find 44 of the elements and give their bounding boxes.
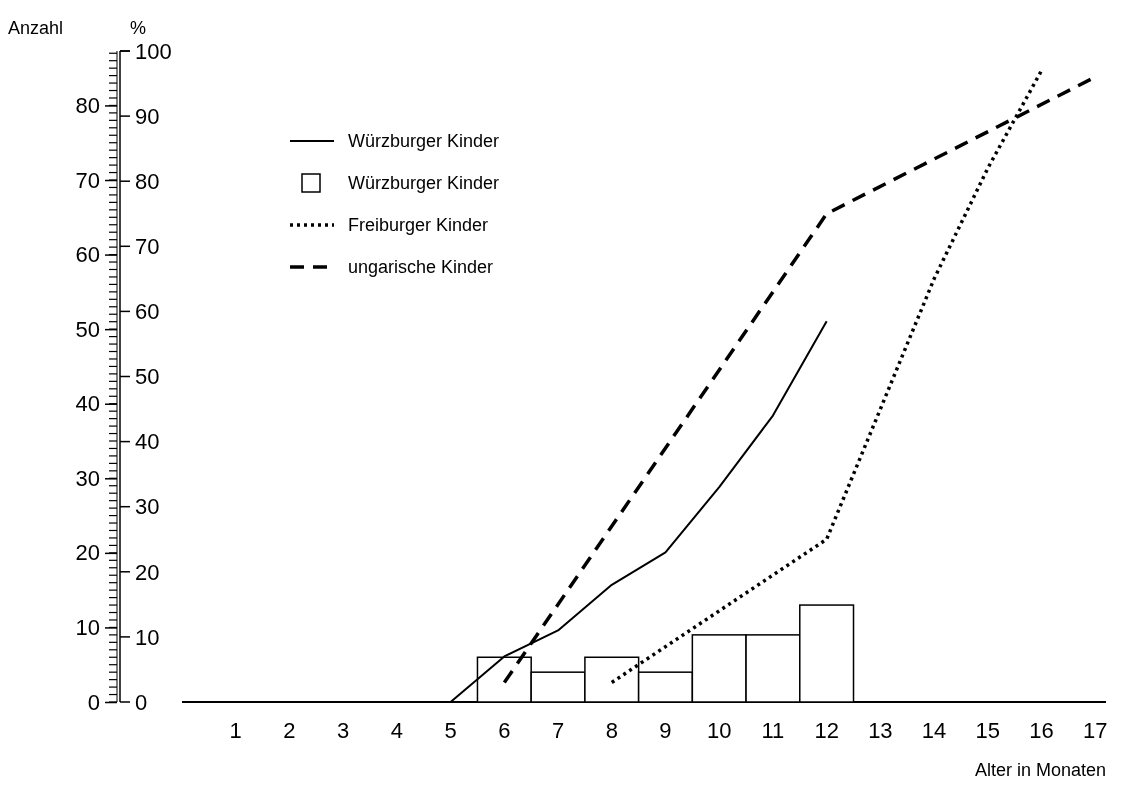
x-tick-label: 12 [814, 718, 839, 743]
y-tick-label: 100 [135, 38, 172, 64]
x-tick-label: 13 [868, 718, 893, 743]
legend-label: Würzburger Kinder [348, 131, 500, 152]
legend-label: Würzburger Kinder [348, 173, 500, 194]
x-tick-label: 15 [975, 718, 1001, 743]
y2-tick-label: 40 [75, 391, 100, 417]
y-tick-label: 40 [135, 429, 160, 455]
x-tick-label: 4 [390, 718, 404, 743]
y-tick-label: 50 [135, 364, 160, 390]
x-tick-label: 5 [444, 718, 457, 743]
x-tick-label: 1 [229, 718, 242, 743]
x-tick-label: 10 [706, 718, 732, 743]
legend-label: ungarische Kinder [348, 257, 494, 278]
y-tick-label: 20 [135, 559, 160, 585]
y2-tick-label: 10 [75, 614, 100, 640]
y2-tick-label: 50 [75, 316, 100, 342]
x-tick-label: 8 [605, 718, 618, 743]
y-tick-label: 90 [135, 103, 160, 129]
x-tick-label: 6 [498, 718, 511, 743]
x-tick-label: 14 [921, 718, 947, 743]
y2-tick-label: 20 [75, 540, 100, 566]
x-tick-label: 11 [761, 718, 785, 743]
y-tick-label: 70 [135, 234, 160, 259]
legend-label: Freiburger Kinder [348, 215, 489, 236]
y2-tick-label: 0 [87, 689, 100, 715]
x-tick-label: 16 [1029, 718, 1054, 743]
y-tick-label: 0 [135, 689, 148, 715]
y-tick-label: 80 [135, 168, 160, 194]
y2-tick-label: 60 [75, 242, 100, 268]
y-tick-label: 60 [135, 299, 160, 325]
y-tick-label: 10 [135, 624, 160, 650]
x-axis-title: Alter in Monaten [974, 760, 1106, 780]
x-tick-label: 3 [337, 718, 350, 743]
y2-tick-label: 70 [75, 167, 100, 193]
y2-tick-label: 30 [75, 465, 100, 491]
x-tick-label: 9 [659, 718, 672, 743]
x-tick-label: 17 [1083, 718, 1108, 743]
y-tick-label: 30 [135, 494, 160, 520]
x-tick-label: 7 [551, 718, 565, 743]
y2-tick-label: 80 [75, 92, 100, 118]
y-axis-title: % [129, 18, 147, 38]
y2-axis-title: Anzahl [8, 18, 64, 38]
x-tick-label: 2 [283, 718, 296, 743]
